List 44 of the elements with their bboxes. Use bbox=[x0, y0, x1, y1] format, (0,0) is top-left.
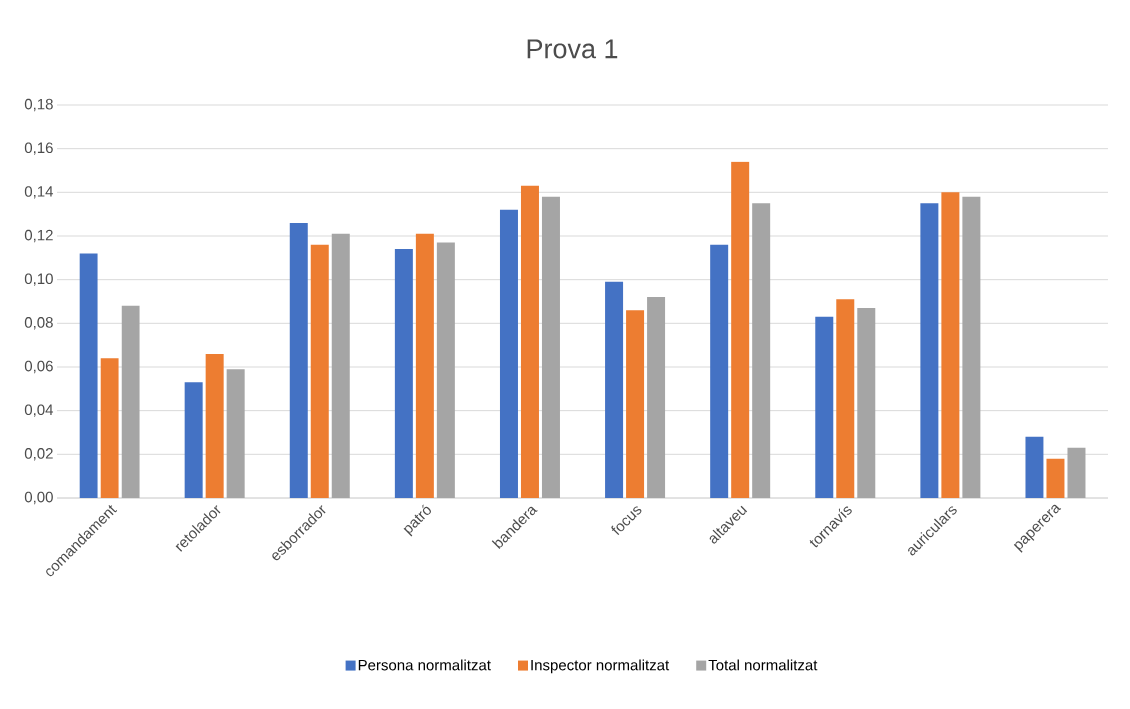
bar bbox=[289, 222, 308, 498]
bar bbox=[184, 382, 203, 498]
bar bbox=[394, 249, 413, 498]
chart-title: Prova 1 bbox=[527, 39, 618, 59]
bar bbox=[1046, 458, 1065, 498]
bar bbox=[962, 196, 981, 498]
legend-label: Inspector normalitzat bbox=[531, 659, 670, 674]
y-tick-label: 0,08 bbox=[24, 317, 53, 330]
y-tick-label: 0,00 bbox=[24, 491, 53, 505]
bar bbox=[436, 242, 455, 498]
y-tick-label: 0,16 bbox=[24, 142, 53, 155]
y-tick-label: 0,02 bbox=[24, 448, 53, 461]
bar bbox=[731, 161, 750, 498]
bar bbox=[100, 358, 119, 498]
bar bbox=[1067, 447, 1086, 498]
bar bbox=[226, 369, 245, 498]
legend-label: Persona normalitzat bbox=[358, 659, 491, 671]
bar bbox=[626, 310, 645, 498]
y-tick-label: 0,06 bbox=[24, 360, 53, 374]
legend-label: Total normalitzat bbox=[708, 659, 818, 671]
bar bbox=[499, 209, 518, 498]
bar bbox=[331, 233, 350, 498]
bar bbox=[415, 233, 434, 498]
bar bbox=[752, 203, 771, 498]
bar bbox=[647, 297, 666, 498]
bar bbox=[310, 244, 329, 498]
bar bbox=[857, 308, 876, 498]
bar bbox=[1025, 436, 1044, 498]
bar bbox=[605, 281, 624, 498]
bar bbox=[710, 244, 729, 498]
bar bbox=[520, 185, 539, 498]
bar bbox=[920, 203, 939, 498]
y-tick-label: 0,18 bbox=[24, 98, 53, 112]
y-tick-label: 0,10 bbox=[24, 273, 53, 286]
bar bbox=[79, 253, 98, 498]
y-tick-label: 0,04 bbox=[24, 404, 54, 417]
bar bbox=[205, 353, 224, 498]
bar bbox=[836, 299, 855, 498]
bar bbox=[815, 316, 834, 498]
bar bbox=[941, 192, 960, 498]
y-tick-label: 0,14 bbox=[24, 186, 54, 199]
bar bbox=[541, 196, 560, 498]
y-tick-label: 0,12 bbox=[24, 229, 53, 243]
bar bbox=[121, 305, 140, 498]
